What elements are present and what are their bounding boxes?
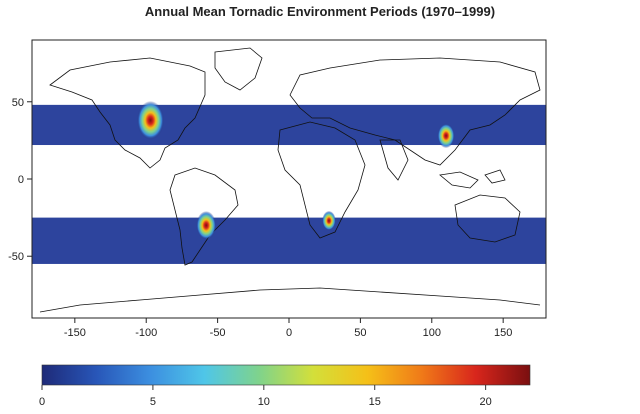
chart-title: Annual Mean Tornadic Environment Periods… bbox=[144, 4, 496, 19]
colorbar bbox=[41, 364, 531, 386]
maritime-asia-outline bbox=[439, 169, 506, 189]
x-tick-label: 150 bbox=[494, 327, 512, 339]
hotspot-east-asia bbox=[437, 123, 455, 149]
northern-band bbox=[32, 104, 546, 146]
colorbar-tick-label: 20 bbox=[480, 396, 492, 408]
colorbar-tick-label: 0 bbox=[39, 396, 45, 408]
y-tick-label: 50 bbox=[12, 97, 24, 109]
x-tick-label: -100 bbox=[135, 327, 157, 339]
hotspot-central-north-america bbox=[136, 100, 165, 140]
eurasia-outline bbox=[289, 57, 541, 166]
map-plot-area bbox=[32, 47, 546, 313]
africa-outline bbox=[277, 121, 366, 239]
x-tick-label: -50 bbox=[210, 327, 226, 339]
southern-band bbox=[32, 217, 546, 264]
north-america-outline bbox=[49, 57, 206, 169]
x-tick-label: 100 bbox=[423, 327, 441, 339]
x-tick-label: 0 bbox=[286, 327, 292, 339]
hotspots bbox=[136, 100, 455, 240]
x-tick-label: -150 bbox=[64, 327, 86, 339]
colorbar-tick-label: 5 bbox=[150, 396, 156, 408]
hotspot-south-africa bbox=[322, 210, 336, 231]
y-tick-label: 0 bbox=[18, 174, 24, 186]
environment-bands bbox=[32, 104, 546, 264]
india-outline bbox=[379, 139, 409, 181]
south-america-outline bbox=[169, 167, 239, 266]
australia-outline bbox=[454, 194, 521, 243]
y-axis: 50 0 -50 bbox=[8, 97, 32, 263]
x-tick-label: 50 bbox=[354, 327, 366, 339]
plot-frame bbox=[31, 39, 547, 319]
x-axis: -150 -100 -50 0 50 100 150 bbox=[64, 318, 512, 339]
y-tick-label: -50 bbox=[8, 251, 24, 263]
colorbar-tick-label: 10 bbox=[258, 396, 270, 408]
colorbar-ticks: 0 5 10 15 20 bbox=[39, 385, 492, 408]
greenland-outline bbox=[214, 47, 263, 91]
antarctica-outline bbox=[39, 287, 541, 313]
colorbar-tick-label: 15 bbox=[369, 396, 381, 408]
hotspot-south-america-la-plata bbox=[196, 211, 217, 240]
coastlines bbox=[39, 47, 541, 313]
